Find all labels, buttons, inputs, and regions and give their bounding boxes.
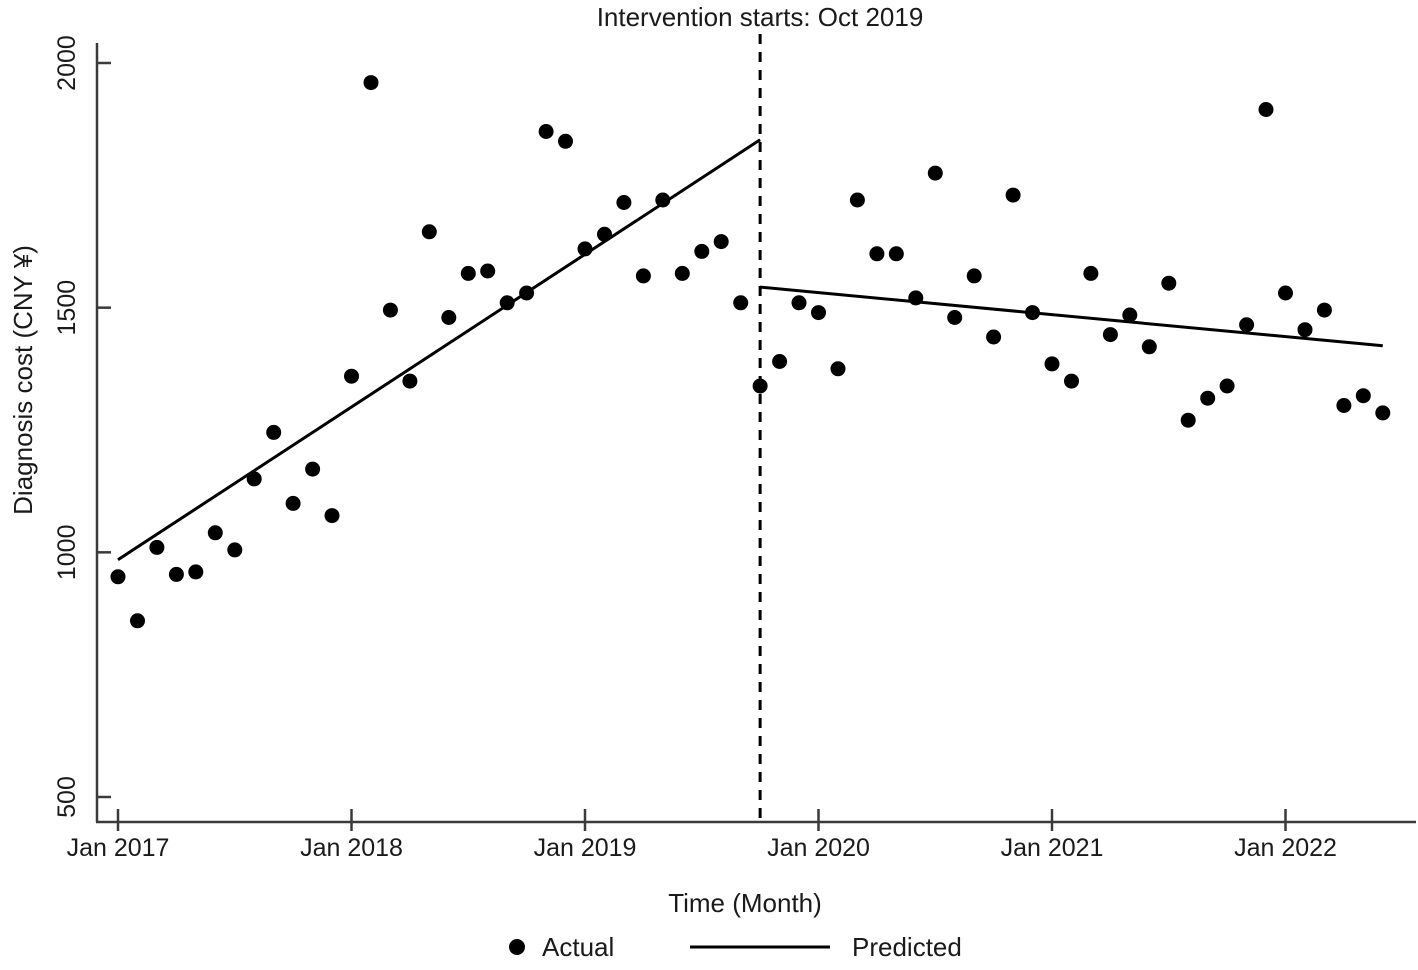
data-point [266,424,282,440]
y-tick-label: 500 [53,776,81,818]
predicted-lines-layer [117,138,1383,561]
data-point [1044,356,1060,372]
data-point [830,361,846,377]
legend: Actual Predicted [509,932,962,962]
legend-actual-label: Actual [542,932,614,962]
data-point [655,192,671,208]
predicted-line [759,285,1383,348]
data-point [752,378,768,394]
y-axis-title: Diagnosis cost (CNY ¥) [8,245,38,515]
data-point [460,265,476,281]
x-tick-label: Jan 2018 [300,834,403,862]
data-point [713,234,729,250]
data-point [1064,373,1079,389]
y-tick-label: 1000 [53,525,81,581]
data-point [538,124,554,139]
data-point [1278,285,1293,301]
data-point [1219,378,1235,394]
data-point [382,302,398,318]
data-point [519,285,535,301]
data-point [597,226,612,242]
data-point [188,564,204,580]
data-point [772,354,788,369]
data-point [1200,390,1216,406]
data-point [1258,102,1274,117]
data-point [149,539,165,555]
data-point [1316,302,1332,318]
data-point [1336,398,1352,413]
axes-layer: 500 1000 1500 2000 Jan 2017 Jan 2018 Jan 2019 J… [53,34,1416,862]
x-tick-label: Jan 2017 [67,834,170,862]
data-point [849,192,865,208]
data-point [402,373,418,389]
data-point [1005,187,1021,203]
data-point [344,368,359,384]
data-point [324,508,340,524]
data-point [499,295,515,311]
data-point [811,305,826,321]
legend-actual-marker-icon [509,939,525,955]
data-point [441,310,457,325]
x-tick-label: Jan 2022 [1234,834,1337,862]
data-point [110,569,126,585]
data-point [227,542,243,558]
data-point [1180,412,1196,428]
data-point [558,133,573,149]
x-tick-label: Jan 2020 [767,834,870,862]
chart-title: Intervention starts: Oct 2019 [597,2,924,32]
data-point [616,195,632,210]
data-point [1375,405,1391,421]
data-point [1239,317,1255,333]
predicted-line [117,138,761,561]
data-point [305,461,321,477]
data-point [927,165,943,181]
data-point [966,268,982,284]
data-point [363,75,379,91]
x-tick-label: Jan 2019 [534,834,637,862]
x-tick-label: Jan 2021 [1001,834,1104,862]
data-point [635,268,651,284]
data-point [1122,307,1138,323]
data-point [130,613,145,629]
data-point [577,241,593,257]
data-point [1355,388,1371,404]
data-point [207,525,223,541]
data-point [869,246,885,262]
data-point [1025,305,1040,321]
data-point [1141,339,1157,355]
data-point [791,295,807,311]
data-point [733,295,749,311]
data-point [694,243,710,259]
y-tick-label: 2000 [53,35,81,91]
data-point [1083,265,1099,281]
data-point [285,495,301,511]
data-point [421,224,437,240]
data-point [168,566,184,582]
x-axis-title: Time (Month) [668,888,822,918]
data-point [947,310,963,325]
data-point [674,265,690,281]
data-point [1102,327,1118,343]
data-point [1161,275,1177,291]
data-point [888,246,904,262]
data-point [480,263,496,279]
data-point [986,329,1002,345]
data-point [908,290,924,306]
data-point [246,471,262,487]
y-tick-label: 1500 [53,280,81,336]
legend-predicted-label: Predicted [852,932,962,962]
data-point [1297,322,1313,338]
actual-points-layer [110,75,1391,629]
